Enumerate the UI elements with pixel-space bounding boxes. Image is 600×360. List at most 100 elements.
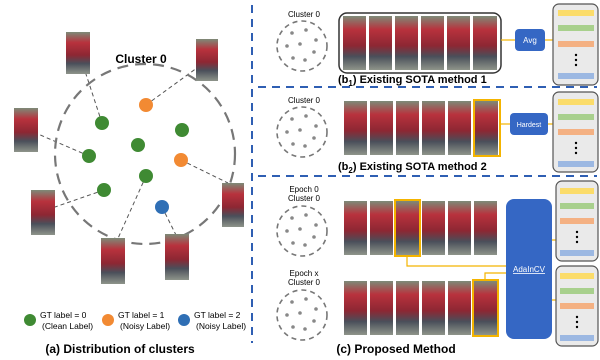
- c-bottom-feature-bar-orange: [560, 303, 594, 309]
- person-image: [14, 108, 38, 152]
- c-top-label-line1: Epoch 0: [289, 185, 319, 194]
- sequence-frame: [396, 281, 419, 335]
- hardest-box: [510, 113, 548, 135]
- sequence-frame: [344, 201, 367, 255]
- sequence-frame: [473, 16, 497, 70]
- adaincv-box: [506, 199, 552, 339]
- legend-noisy-2-dot: [178, 314, 190, 326]
- legend-label-1-note: (Noisy Label): [120, 321, 170, 331]
- b2-feature-bar-green: [558, 114, 594, 120]
- b2-image-sequence: [344, 101, 498, 155]
- c-bottom-connector: [484, 272, 512, 280]
- c-top-ellipsis: [575, 230, 579, 244]
- sequence-frame: [422, 101, 445, 155]
- clean-label-dot: [97, 183, 111, 197]
- b2-caption-suffix: ) Existing SOTA method 2: [353, 161, 487, 173]
- b2-caption-prefix: (b: [338, 161, 349, 173]
- person-image: [222, 183, 244, 227]
- c-bottom-label-line1: Epoch x: [290, 269, 319, 278]
- sequence-frame: [344, 101, 367, 155]
- b2-cluster-dots: [285, 114, 318, 148]
- hardest-label: Hardest: [517, 122, 542, 129]
- person-image: [196, 39, 218, 81]
- sequence-frame: [421, 16, 444, 70]
- c-bottom-label-line2: Cluster 0: [288, 278, 321, 287]
- c-bottom-feature-bar-yellow: [560, 273, 594, 279]
- panel-b2: Cluster 0 Hardest (b2) Existing: [276, 91, 599, 175]
- sequence-frame: [422, 281, 445, 335]
- hardest-highlight: [473, 99, 501, 157]
- legend-label-2-note: (Noisy Label): [196, 321, 246, 331]
- sequence-frame: [370, 281, 393, 335]
- legend: GT label = 0 (Clean Label) GT label = 1 …: [24, 310, 246, 331]
- legend-clean-dot: [24, 314, 36, 326]
- person-image: [165, 234, 189, 280]
- panel-c: Epoch 0 Cluster 0 Epoch x Cluster 0: [276, 180, 599, 356]
- c-top-feature-bar-orange: [560, 218, 594, 224]
- person-image: [66, 32, 90, 74]
- c-bottom-feature-bar-blue: [560, 335, 594, 341]
- b2-cluster-circle: [276, 106, 328, 158]
- legend-label-2-title: GT label = 2: [194, 310, 241, 320]
- person-image: [101, 238, 125, 284]
- b1-feature-bar-blue: [558, 73, 594, 79]
- b2-feature-bar-yellow: [558, 99, 594, 105]
- b1-caption: (b1) Existing SOTA method 1: [338, 74, 487, 88]
- c-top-image-sequence: [344, 201, 497, 255]
- b1-feature-bar-green: [558, 25, 594, 31]
- sequence-frame: [396, 101, 419, 155]
- c-top-cluster-dots: [285, 213, 318, 247]
- panel-c-caption: (c) Proposed Method: [336, 342, 455, 356]
- sequence-frame: [447, 16, 470, 70]
- c-top-feature-bar-green: [560, 203, 594, 209]
- sequence-frame: [474, 201, 497, 255]
- sequence-frame: [475, 101, 498, 155]
- b2-feature-bar-orange: [558, 129, 594, 135]
- clean-label-dot: [175, 123, 189, 137]
- noisy-label-dot: [174, 153, 188, 167]
- legend-noisy-dot: [102, 314, 114, 326]
- legend-label-0-note: (Clean Label): [42, 321, 93, 331]
- b1-caption-subscript: 1: [348, 79, 353, 88]
- sequence-frame: [448, 281, 471, 335]
- legend-label-1-title: GT label = 1: [118, 310, 165, 320]
- noisy-label-2-dot: [155, 200, 169, 214]
- noisy-label-dot: [139, 98, 153, 112]
- c-top-feature-bar-blue: [560, 250, 594, 256]
- clean-label-dot: [139, 169, 153, 183]
- cluster-title: Cluster 0: [115, 52, 167, 66]
- b1-caption-suffix: ) Existing SOTA method 1: [353, 74, 487, 86]
- sequence-frame: [474, 281, 497, 335]
- c-bottom-ellipsis: [575, 315, 579, 329]
- b2-feature-bar-blue: [558, 161, 594, 167]
- c-top-label-line2: Cluster 0: [288, 194, 321, 203]
- b2-caption: (b2) Existing SOTA method 2: [338, 161, 487, 175]
- b1-ellipsis: [574, 53, 578, 67]
- b1-cluster-circle: [276, 20, 328, 72]
- c-top-connector: [406, 256, 512, 267]
- avg-box: [515, 29, 545, 51]
- sequence-frame: [395, 16, 418, 70]
- cluster-circle: [53, 62, 237, 246]
- sequence-frame: [343, 16, 366, 70]
- adaincv-label: AdaInCV: [513, 265, 546, 274]
- sequence-frame: [448, 101, 471, 155]
- panel-b1: Cluster 0 Avg (b1) Existing SOTA: [276, 3, 599, 88]
- sequence-frame: [344, 281, 367, 335]
- avg-label: Avg: [523, 36, 537, 45]
- panel-a: Cluster 0 GT label = 0 (Clean Label) GT …: [14, 32, 246, 356]
- b1-cluster-dots: [285, 28, 318, 62]
- sequence-frame: [422, 201, 445, 255]
- panel-a-caption: (a) Distribution of clusters: [45, 342, 195, 356]
- c-bottom-image-sequence: [344, 281, 497, 335]
- person-image: [31, 190, 55, 235]
- clean-label-dot: [131, 138, 145, 152]
- b1-cluster-label: Cluster 0: [288, 10, 321, 19]
- b1-caption-prefix: (b: [338, 74, 349, 86]
- b1-feature-bar-orange: [558, 41, 594, 47]
- clean-label-dot: [82, 149, 96, 163]
- c-bottom-cluster-circle: [276, 289, 328, 341]
- b2-cluster-label: Cluster 0: [288, 96, 321, 105]
- legend-label-0-title: GT label = 0: [40, 310, 87, 320]
